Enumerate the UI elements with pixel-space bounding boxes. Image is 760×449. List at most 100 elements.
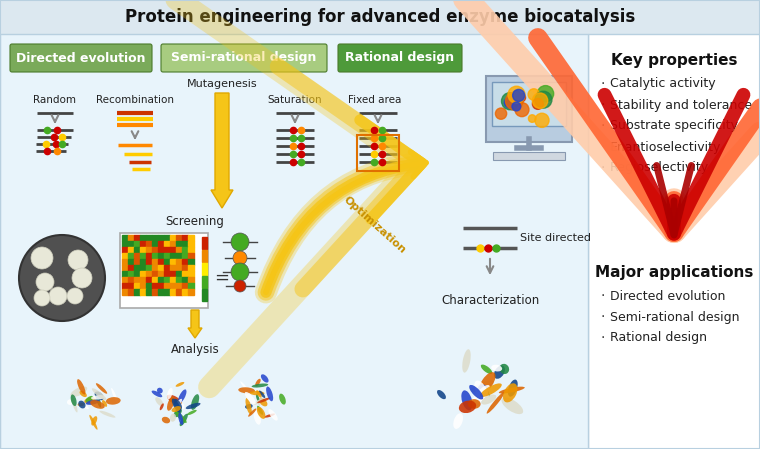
Text: ·: ·: [600, 140, 604, 154]
Bar: [146, 265, 151, 270]
Ellipse shape: [245, 404, 252, 409]
Text: Random: Random: [33, 95, 77, 105]
Bar: [128, 241, 134, 247]
Bar: [140, 235, 145, 241]
FancyArrow shape: [211, 93, 233, 208]
Ellipse shape: [470, 380, 494, 392]
Ellipse shape: [453, 413, 463, 429]
Ellipse shape: [259, 391, 265, 398]
Circle shape: [68, 250, 88, 270]
FancyBboxPatch shape: [161, 44, 327, 72]
FancyArrowPatch shape: [166, 0, 413, 387]
Text: ·: ·: [600, 98, 604, 112]
Bar: [202, 276, 207, 288]
Ellipse shape: [250, 391, 264, 395]
Ellipse shape: [508, 379, 518, 396]
Ellipse shape: [462, 349, 470, 373]
Bar: [134, 277, 140, 282]
Bar: [122, 253, 128, 259]
Bar: [170, 283, 176, 289]
FancyArrow shape: [188, 310, 202, 338]
Ellipse shape: [169, 400, 182, 404]
Ellipse shape: [481, 365, 492, 374]
Bar: [158, 235, 163, 241]
Ellipse shape: [95, 392, 101, 407]
Bar: [140, 271, 145, 277]
Ellipse shape: [172, 399, 181, 413]
Bar: [134, 289, 140, 295]
Circle shape: [512, 102, 521, 111]
Ellipse shape: [92, 388, 106, 401]
Text: ·: ·: [600, 289, 604, 303]
Ellipse shape: [477, 384, 489, 398]
Text: Protein engineering for advanced enzyme biocatalysis: Protein engineering for advanced enzyme …: [125, 8, 635, 26]
Ellipse shape: [67, 399, 74, 405]
Circle shape: [496, 108, 507, 119]
Bar: [140, 265, 145, 270]
FancyArrowPatch shape: [449, 0, 760, 230]
Text: Rational design: Rational design: [610, 331, 707, 344]
Bar: [182, 277, 188, 282]
Ellipse shape: [461, 390, 473, 410]
Bar: [170, 289, 176, 295]
Bar: [134, 283, 140, 289]
Bar: [152, 265, 157, 270]
Text: =: =: [214, 269, 230, 287]
Circle shape: [36, 273, 54, 291]
FancyBboxPatch shape: [486, 76, 572, 142]
Bar: [182, 235, 188, 241]
Bar: [158, 271, 163, 277]
Ellipse shape: [257, 407, 265, 419]
Ellipse shape: [279, 394, 286, 405]
Bar: [122, 271, 128, 277]
Ellipse shape: [167, 395, 182, 405]
Ellipse shape: [86, 400, 100, 405]
Bar: [146, 235, 151, 241]
Bar: [188, 241, 194, 247]
Bar: [146, 241, 151, 247]
Bar: [152, 289, 157, 295]
Circle shape: [532, 98, 543, 110]
Circle shape: [505, 92, 523, 110]
Text: Site directed: Site directed: [520, 233, 591, 243]
Bar: [202, 289, 207, 301]
Bar: [146, 283, 151, 289]
Bar: [128, 277, 134, 282]
Ellipse shape: [71, 396, 78, 413]
Circle shape: [535, 91, 552, 108]
Text: Stability and tolerance: Stability and tolerance: [610, 98, 752, 111]
Text: Regioselectivity: Regioselectivity: [610, 162, 709, 175]
Bar: [164, 277, 169, 282]
Ellipse shape: [257, 396, 261, 406]
Bar: [146, 289, 151, 295]
Ellipse shape: [268, 409, 277, 421]
FancyArrowPatch shape: [266, 152, 426, 292]
Text: Characterization: Characterization: [441, 294, 539, 307]
FancyArrowPatch shape: [604, 95, 743, 233]
FancyArrowPatch shape: [266, 66, 418, 292]
Bar: [140, 253, 145, 259]
Bar: [134, 235, 140, 241]
Bar: [128, 235, 134, 241]
Circle shape: [518, 93, 526, 102]
Circle shape: [231, 263, 249, 281]
Text: ·: ·: [600, 310, 604, 324]
Circle shape: [234, 280, 246, 292]
Bar: [122, 277, 128, 282]
Bar: [176, 271, 182, 277]
Bar: [158, 253, 163, 259]
Bar: [122, 241, 128, 247]
Ellipse shape: [257, 397, 271, 403]
Text: Semi-rational design: Semi-rational design: [610, 311, 739, 323]
Circle shape: [515, 102, 529, 117]
Bar: [176, 289, 182, 295]
Bar: [170, 265, 176, 270]
Ellipse shape: [78, 401, 86, 409]
Circle shape: [507, 96, 521, 110]
Bar: [122, 259, 128, 264]
Ellipse shape: [174, 408, 182, 417]
Ellipse shape: [257, 406, 263, 415]
Ellipse shape: [266, 387, 273, 401]
Bar: [164, 271, 169, 277]
Bar: [122, 283, 128, 289]
